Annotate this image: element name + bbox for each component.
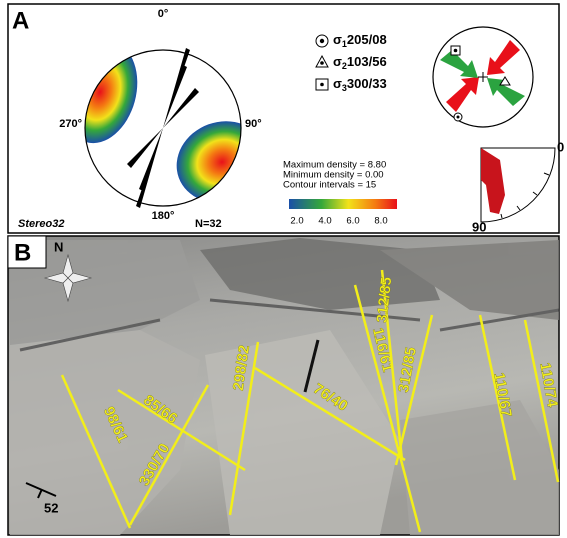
stress-entry: σ2103/56 — [333, 54, 387, 71]
contour-intervals: Contour intervals = 15 — [283, 180, 376, 191]
scale-label: 8.0 — [374, 216, 387, 227]
fracture-trace — [60, 374, 132, 529]
count: N=32 — [195, 218, 222, 230]
net-name: Stereo32 — [18, 218, 64, 230]
rose-diagram — [480, 147, 556, 223]
west-label: 270° — [59, 118, 82, 130]
panel-label: B — [14, 239, 31, 266]
fracture-trace — [228, 341, 260, 516]
min-density: Minimum density = 0.00 — [283, 170, 384, 181]
rock-texture — [10, 238, 560, 535]
stress-symbol: σ — [333, 54, 342, 69]
panel-label: A — [12, 7, 29, 34]
rose-petals — [127, 48, 199, 208]
density-contours — [85, 50, 241, 203]
south-label: 180° — [152, 210, 175, 222]
rose-end: 90 — [472, 219, 486, 234]
stereonet-circle — [84, 49, 242, 207]
stress-orientation: 103/56 — [347, 54, 387, 69]
north-arrow-label: N — [54, 239, 63, 254]
compass-rose — [43, 253, 93, 303]
fracture-trace — [128, 384, 210, 526]
stress-index: 3 — [342, 83, 347, 93]
fracture-trace — [380, 269, 404, 461]
fracture-label: 312/85 — [374, 276, 396, 323]
max-density: Maximum density = 8.80 — [283, 160, 386, 171]
stress-entry: σ1205/08 — [333, 32, 387, 49]
stress-orientation: 205/08 — [347, 32, 387, 47]
stress-orientation: 300/33 — [347, 76, 387, 91]
stress-symbol: σ — [333, 32, 342, 47]
stress-index: 1 — [342, 39, 347, 49]
stress-index: 2 — [342, 61, 347, 71]
fracture-trace — [254, 366, 406, 462]
scale-label: 6.0 — [346, 216, 359, 227]
scale-label: 2.0 — [290, 216, 303, 227]
fracture-trace — [353, 284, 422, 533]
scale-label: 4.0 — [318, 216, 331, 227]
color-scale — [289, 199, 397, 209]
north-label: 0° — [158, 8, 169, 20]
fracture-trace — [523, 319, 560, 483]
panel-b-label-box — [7, 235, 47, 269]
rose-start: 0 — [557, 139, 564, 154]
fracture-label: 298/82 — [230, 344, 253, 392]
dip-value: 52 — [44, 500, 58, 515]
stress-symbol: σ — [333, 76, 342, 91]
fracture-trace — [478, 314, 517, 481]
strike-dip-symbol — [25, 482, 57, 499]
stress-entry: σ3300/33 — [333, 76, 387, 93]
fracture-trace-dark — [303, 339, 320, 393]
east-label: 90° — [245, 118, 262, 130]
fracture-trace — [394, 314, 434, 466]
fracture-set: 98/61 85/66330/70298/8276/40116/61312/853… — [60, 269, 561, 533]
stress-arrows — [440, 40, 525, 122]
